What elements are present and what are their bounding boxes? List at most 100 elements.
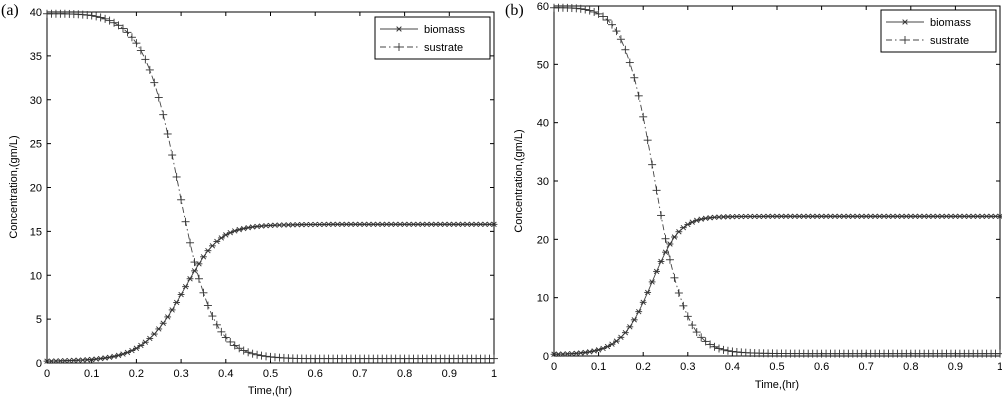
data-point-sustrate [92,12,101,21]
data-point-biomass [101,355,109,361]
x-tick-label: 0.8 [903,361,918,373]
data-point-biomass [173,299,181,306]
data-point-sustrate [123,28,132,37]
data-point-biomass [168,307,176,313]
data-point-sustrate [114,21,123,30]
y-axis-title: Concentration,(gm/L) [513,129,525,232]
data-point-sustrate [136,46,145,55]
data-point-biomass [182,283,189,290]
data-point-biomass [204,247,212,254]
x-tick-label: 0.8 [397,368,412,380]
data-point-biomass [613,338,620,344]
data-point-sustrate [194,274,203,283]
legend-label-biomass: biomass [930,17,971,29]
data-point-sustrate [239,346,248,355]
data-point-sustrate [621,45,630,54]
data-point-biomass [146,335,154,342]
legend-label-sustrate: sustrate [930,35,969,47]
data-point-sustrate [118,24,127,33]
data-point-sustrate [145,65,154,74]
data-point-biomass [244,224,252,231]
data-point-biomass [97,355,105,362]
data-point-sustrate [594,9,603,18]
x-axis-title: Time,(hr) [248,385,292,397]
data-point-sustrate [163,129,172,138]
x-tick-label: 0.3 [173,368,188,380]
data-point-sustrate [674,289,683,297]
data-point-sustrate [585,6,594,15]
y-tick-labels: 0 5 10 15 20 25 30 35 40 [30,7,42,370]
data-point-biomass [679,224,687,231]
data-point-sustrate [630,73,639,82]
data-point-biomass [177,291,185,298]
data-point-sustrate [208,312,217,321]
x-tick-label: 0.1 [591,361,606,373]
data-point-biomass [630,317,638,323]
data-point-sustrate [203,301,212,310]
data-point-sustrate [248,349,257,358]
data-point-sustrate [625,58,634,67]
data-point-biomass [110,353,118,360]
data-point-sustrate [612,27,621,36]
data-point-sustrate [186,238,195,247]
data-point-biomass [137,342,145,349]
x-tick-label: 0.6 [814,361,829,373]
data-point-sustrate [715,344,724,353]
data-point-sustrate [599,12,608,21]
y-tick-label: 0 [36,358,42,370]
data-point-biomass [164,314,172,320]
x-tick-label: 0.4 [725,361,740,373]
data-point-sustrate [132,39,141,48]
data-point-biomass [626,324,634,330]
data-point-sustrate [230,341,239,350]
y-tick-label: 40 [30,7,42,19]
data-point-biomass [662,249,669,255]
x-tick-label: 0.1 [84,368,99,380]
legend-label-biomass: biomass [424,24,465,36]
legend-marker-biomass [395,26,403,32]
data-point-sustrate [150,78,159,87]
x-axis-title: Time,(hr) [755,379,799,391]
data-point-sustrate [719,345,728,354]
data-point-biomass [249,224,257,230]
data-point-sustrate [634,91,643,100]
data-point-sustrate [87,11,96,20]
data-point-sustrate [96,13,105,22]
data-point-sustrate [652,186,661,195]
y-tick-label: 25 [30,139,42,151]
data-point-biomass [644,289,652,296]
data-point-biomass [186,276,194,282]
data-point-sustrate [212,320,221,329]
legend-marker-sustrate [395,43,403,51]
plot-area [46,11,495,364]
x-tick-label: 0.6 [308,368,323,380]
data-point-sustrate [661,234,670,243]
data-point-biomass [639,299,647,306]
data-point-sustrate [572,4,581,13]
data-point-sustrate [701,337,710,346]
chart-panel-b: (b) 0 0.1 0.2 0.3 0.4 0.5 0.6 0.7 0.8 0.9 1 0 10 20 3… [505,1,1002,391]
data-point-biomass [666,241,674,247]
data-point-sustrate [643,136,652,145]
plot-area [553,5,1001,357]
y-tick-label: 50 [537,59,549,71]
x-tick-label: 0.2 [129,368,144,380]
data-point-sustrate [141,55,150,64]
data-point-biomass [702,215,710,222]
legend-box [374,16,491,60]
data-point-sustrate [154,93,163,102]
data-point-sustrate [670,273,679,282]
series-line-sustrate [554,7,1000,355]
data-point-sustrate [490,354,498,363]
data-point-biomass [490,221,498,228]
data-point-sustrate [683,312,692,321]
data-point-biomass [200,254,207,260]
y-tick-label: 15 [30,226,42,238]
data-point-biomass [617,334,625,341]
x-tick-label: 0.9 [442,368,457,380]
x-tick-labels: 0 0.1 0.2 0.3 0.4 0.5 0.6 0.7 0.8 0.9 1 [44,368,497,380]
x-tick-label: 0.3 [680,361,695,373]
x-tick-label: 0.5 [263,368,278,380]
data-point-biomass [191,268,198,274]
x-tick-labels: 0 0.1 0.2 0.3 0.4 0.5 0.6 0.7 0.8 0.9 1 [551,361,1002,373]
